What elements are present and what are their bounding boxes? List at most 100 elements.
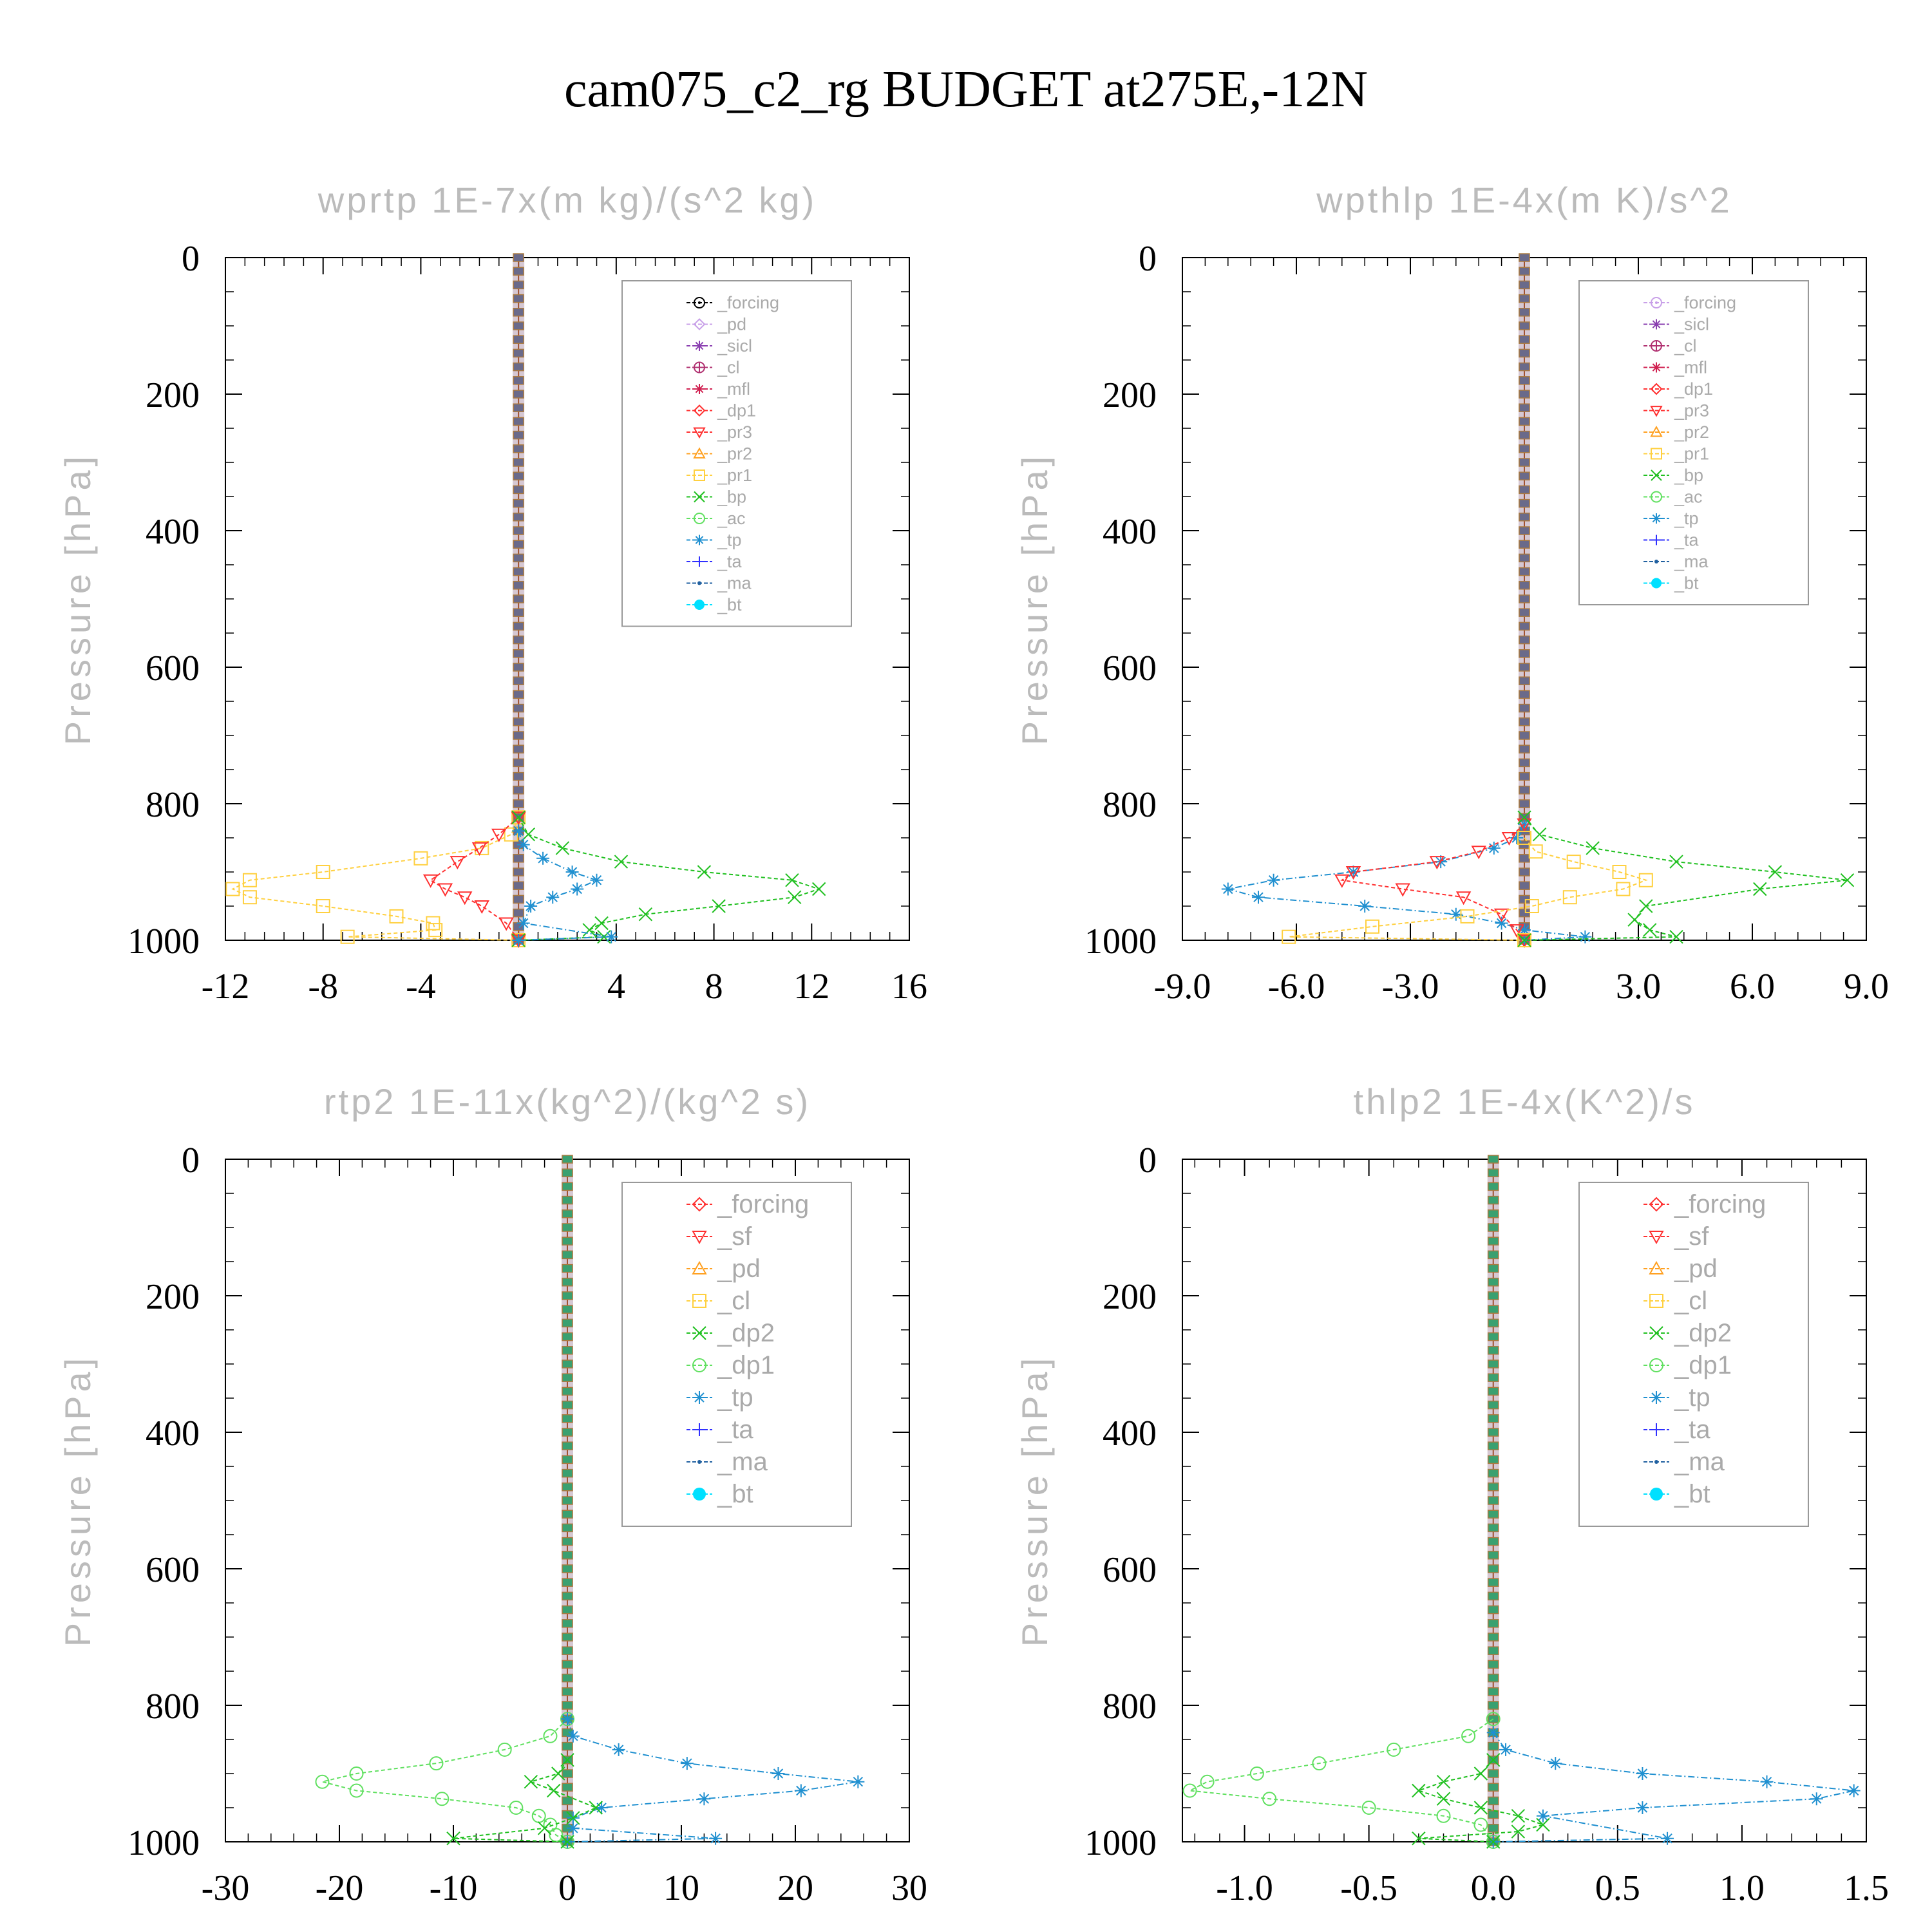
legend-marker [693, 447, 706, 459]
legend-entry: _tp [687, 531, 742, 550]
data-point [551, 1766, 565, 1781]
stacked-marker [562, 1687, 573, 1696]
stacked-marker [1519, 540, 1530, 549]
chart-panel-2: wpthlp 1E-4x(m K)/s^2 Pressure [hPa] -9.0 -… [1014, 180, 1889, 1007]
stacked-marker [1487, 1168, 1499, 1177]
legend-label: _pd [717, 315, 746, 334]
data-point [1461, 1728, 1476, 1743]
data-point [638, 907, 653, 922]
legend-marker [1651, 297, 1662, 308]
legend-entry: _forcing [1643, 1190, 1766, 1218]
legend-label: _forcing [717, 293, 779, 312]
data-point [1511, 1824, 1526, 1839]
stacked-marker [562, 1701, 573, 1710]
series-line [231, 817, 520, 941]
stacked-marker [1519, 608, 1530, 617]
legend-marker [1651, 319, 1662, 330]
data-point [1358, 900, 1372, 913]
data-point [413, 851, 428, 866]
stacked-marker [513, 403, 524, 412]
y-tick-label: 600 [1103, 1550, 1157, 1590]
stacked-marker [562, 1373, 573, 1382]
y-axis-label: Pressure [hPa] [1014, 1354, 1055, 1647]
stacked-marker [1519, 731, 1530, 740]
y-tick-label: 1000 [128, 1823, 200, 1863]
data-point [536, 851, 550, 865]
stacked-marker [513, 513, 524, 522]
legend-entry: _pd [1643, 1255, 1718, 1283]
series-line [1289, 837, 1648, 941]
legend-label: _cl [1674, 336, 1697, 355]
y-tick-label: 200 [146, 375, 200, 415]
stacked-marker [562, 1619, 573, 1628]
legend-entry: _ta [687, 1416, 753, 1444]
stacked-marker [562, 1728, 573, 1738]
x-tick-label: -6.0 [1268, 967, 1325, 1007]
legend-label: _pr1 [1674, 444, 1709, 464]
data-point [1436, 1792, 1451, 1806]
data-point [1486, 1753, 1501, 1767]
legend-entry: _sf [1643, 1222, 1709, 1251]
data-point [1536, 1817, 1550, 1832]
legend-label: _bt [717, 1480, 753, 1508]
data-point [1847, 1784, 1861, 1797]
data-point [1395, 883, 1410, 897]
x-tick-label: -4 [406, 967, 436, 1007]
data-point [1334, 874, 1350, 888]
data-point [511, 810, 526, 824]
legend-label: _bt [1674, 574, 1699, 593]
legend-marker [694, 341, 705, 351]
stacked-marker [1519, 403, 1530, 412]
data-point [446, 1831, 460, 1846]
stacked-marker [513, 362, 524, 372]
y-axis-label: Pressure [hPa] [57, 1354, 98, 1647]
data-point [1517, 818, 1532, 832]
legend-marker [694, 556, 705, 567]
legend-entry: _dp1 [687, 1351, 775, 1379]
legend-box [1578, 280, 1809, 605]
x-tick-label: 4 [607, 967, 625, 1007]
stacked-marker [1487, 1687, 1499, 1696]
stacked-marker [513, 581, 524, 590]
stacked-marker [1487, 1387, 1499, 1396]
series-line [1492, 1732, 1854, 1842]
data-point [1365, 919, 1379, 934]
legend-entry: _forcing [687, 1190, 809, 1218]
y-tick-label: 800 [146, 785, 200, 825]
stacked-marker [1487, 1769, 1499, 1778]
legend-entry: _tp [687, 1383, 753, 1412]
legend-entry: _ma [1643, 1448, 1725, 1476]
legend-label: _bt [1674, 1480, 1710, 1508]
stacked-marker [562, 1523, 573, 1533]
x-tick-label: -20 [316, 1868, 364, 1908]
x-tick-label: 3.0 [1616, 967, 1661, 1007]
data-point [491, 828, 507, 842]
stacked-marker [1487, 1236, 1499, 1245]
data-point [1768, 865, 1783, 879]
legend-marker [1654, 560, 1658, 564]
legend-label: _tp [1674, 1383, 1710, 1412]
legend-label: _pr1 [717, 466, 752, 485]
panel-title: thlp2 1E-4x(K^2)/s [1354, 1081, 1696, 1122]
data-point [1566, 855, 1581, 869]
legend-label: _sf [1674, 1222, 1709, 1251]
data-point [1473, 1801, 1488, 1815]
stacked-marker [1519, 744, 1530, 753]
data-point [316, 865, 330, 879]
stacked-marker [513, 376, 524, 385]
stacked-marker [513, 526, 524, 535]
data-point [1636, 1801, 1649, 1814]
series-bp [511, 810, 826, 947]
x-tick-label: -12 [202, 967, 250, 1007]
data-point [389, 909, 404, 923]
data-point [1460, 909, 1475, 923]
stacked-marker [562, 1209, 573, 1218]
data-point [561, 1712, 574, 1726]
legend-label: _tp [1674, 509, 1699, 528]
legend-entry: _dp1 [687, 401, 756, 421]
legend-entry: _mfl [687, 379, 750, 399]
data-point [590, 873, 603, 887]
data-point [1412, 1831, 1426, 1846]
stacked-marker [562, 1223, 573, 1232]
